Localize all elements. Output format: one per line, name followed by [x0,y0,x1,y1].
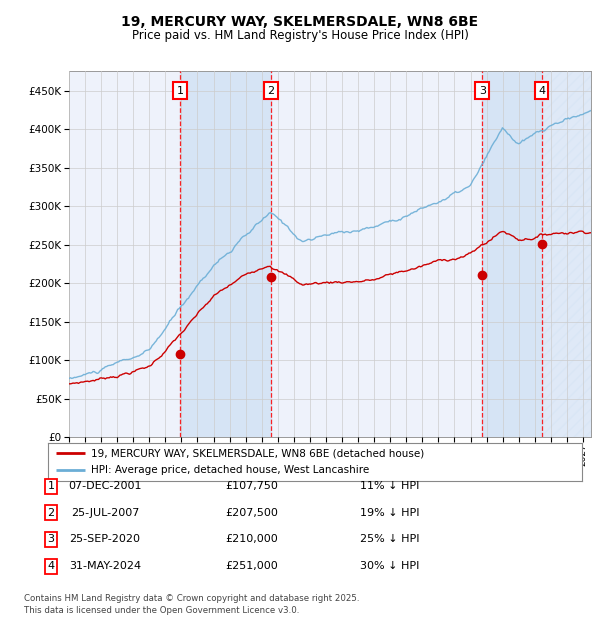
Text: 25-SEP-2020: 25-SEP-2020 [70,534,140,544]
Text: HPI: Average price, detached house, West Lancashire: HPI: Average price, detached house, West… [91,466,369,476]
Text: £210,000: £210,000 [226,534,278,544]
Text: 1: 1 [47,481,55,491]
Text: 4: 4 [47,561,55,571]
Bar [542,71,591,437]
Text: 1: 1 [177,86,184,95]
Text: 25% ↓ HPI: 25% ↓ HPI [360,534,420,544]
Text: 25-JUL-2007: 25-JUL-2007 [71,508,139,518]
Text: 19, MERCURY WAY, SKELMERSDALE, WN8 6BE (detached house): 19, MERCURY WAY, SKELMERSDALE, WN8 6BE (… [91,448,424,458]
Text: £251,000: £251,000 [226,561,278,571]
Bar [482,71,542,437]
Text: 3: 3 [479,86,486,95]
Text: £107,750: £107,750 [226,481,278,491]
Text: 31-MAY-2024: 31-MAY-2024 [69,561,141,571]
Text: 19, MERCURY WAY, SKELMERSDALE, WN8 6BE: 19, MERCURY WAY, SKELMERSDALE, WN8 6BE [121,16,479,30]
Bar [181,71,271,437]
Text: 3: 3 [47,534,55,544]
Text: 2: 2 [267,86,274,95]
Text: 07-DEC-2001: 07-DEC-2001 [68,481,142,491]
Text: Price paid vs. HM Land Registry's House Price Index (HPI): Price paid vs. HM Land Registry's House … [131,29,469,42]
Text: 4: 4 [538,86,545,95]
Text: 2: 2 [47,508,55,518]
Text: £207,500: £207,500 [226,508,278,518]
Text: 19% ↓ HPI: 19% ↓ HPI [360,508,420,518]
Text: Contains HM Land Registry data © Crown copyright and database right 2025.
This d: Contains HM Land Registry data © Crown c… [24,593,359,615]
Text: 11% ↓ HPI: 11% ↓ HPI [361,481,419,491]
Text: 30% ↓ HPI: 30% ↓ HPI [361,561,419,571]
